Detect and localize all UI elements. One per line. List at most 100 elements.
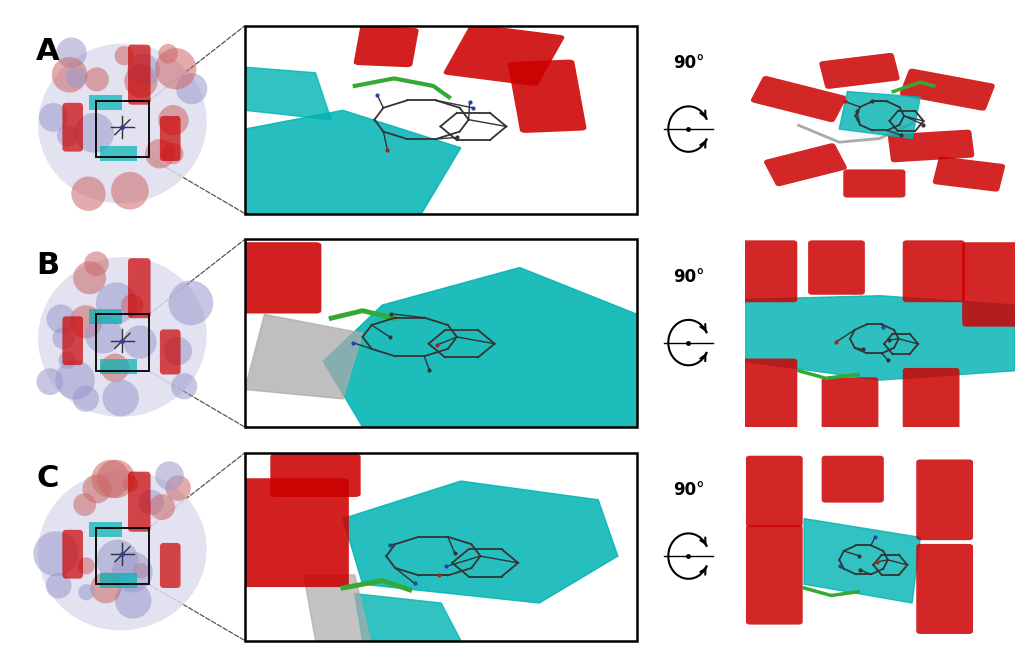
Circle shape (124, 64, 158, 98)
FancyBboxPatch shape (354, 26, 418, 67)
Circle shape (96, 283, 137, 324)
Circle shape (122, 476, 139, 492)
FancyBboxPatch shape (745, 525, 802, 624)
FancyBboxPatch shape (750, 76, 846, 122)
FancyBboxPatch shape (821, 455, 882, 503)
Circle shape (83, 474, 111, 503)
Bar (89, 522, 122, 537)
Circle shape (155, 461, 183, 490)
Circle shape (77, 557, 95, 575)
Circle shape (145, 139, 174, 168)
Polygon shape (342, 481, 618, 603)
Bar (100, 146, 138, 161)
Polygon shape (245, 110, 461, 214)
Circle shape (52, 57, 88, 93)
FancyBboxPatch shape (238, 242, 321, 314)
FancyBboxPatch shape (740, 358, 797, 430)
Ellipse shape (832, 88, 926, 144)
Polygon shape (744, 296, 1014, 380)
Polygon shape (304, 575, 370, 641)
Circle shape (39, 103, 67, 132)
Polygon shape (839, 91, 919, 138)
FancyBboxPatch shape (238, 478, 348, 587)
FancyBboxPatch shape (888, 129, 973, 162)
Circle shape (65, 67, 87, 88)
Circle shape (92, 460, 129, 498)
Circle shape (158, 44, 177, 63)
Circle shape (162, 143, 183, 164)
FancyBboxPatch shape (507, 60, 586, 133)
FancyBboxPatch shape (818, 53, 899, 89)
Ellipse shape (38, 43, 207, 203)
Circle shape (72, 386, 99, 412)
Bar (96, 528, 149, 584)
Circle shape (78, 584, 95, 600)
Circle shape (155, 48, 197, 89)
Circle shape (74, 113, 114, 153)
Circle shape (58, 351, 76, 369)
FancyBboxPatch shape (931, 157, 1004, 192)
Text: 90°: 90° (673, 268, 703, 286)
Circle shape (55, 360, 95, 400)
Bar (89, 95, 122, 110)
FancyBboxPatch shape (961, 242, 1018, 327)
Circle shape (164, 337, 192, 365)
Polygon shape (355, 594, 461, 641)
Circle shape (97, 540, 139, 582)
FancyBboxPatch shape (915, 459, 972, 540)
FancyBboxPatch shape (160, 329, 180, 375)
Circle shape (46, 573, 71, 598)
FancyBboxPatch shape (902, 368, 959, 430)
FancyBboxPatch shape (62, 316, 83, 365)
Circle shape (121, 294, 143, 316)
Polygon shape (245, 314, 363, 399)
Ellipse shape (38, 257, 207, 417)
Text: 90°: 90° (673, 54, 703, 72)
Circle shape (69, 305, 102, 338)
FancyBboxPatch shape (902, 240, 964, 302)
FancyBboxPatch shape (128, 258, 151, 318)
Circle shape (47, 305, 75, 333)
Circle shape (168, 281, 213, 325)
Circle shape (97, 460, 136, 498)
FancyBboxPatch shape (745, 455, 802, 527)
Circle shape (165, 476, 191, 501)
Circle shape (115, 582, 151, 619)
FancyBboxPatch shape (160, 543, 180, 588)
Circle shape (102, 380, 139, 416)
Ellipse shape (38, 470, 207, 630)
FancyBboxPatch shape (763, 143, 846, 186)
Circle shape (52, 327, 74, 349)
Polygon shape (803, 519, 919, 603)
Circle shape (37, 368, 63, 395)
Circle shape (133, 563, 149, 578)
FancyBboxPatch shape (843, 170, 905, 197)
Text: C: C (36, 464, 58, 493)
FancyBboxPatch shape (270, 454, 361, 497)
Circle shape (73, 493, 96, 516)
Circle shape (139, 490, 164, 515)
Circle shape (71, 177, 106, 211)
FancyBboxPatch shape (128, 472, 151, 532)
FancyBboxPatch shape (807, 240, 864, 295)
Circle shape (123, 325, 156, 358)
FancyBboxPatch shape (821, 377, 877, 430)
Bar (96, 314, 149, 371)
Text: 90°: 90° (673, 481, 703, 499)
FancyBboxPatch shape (128, 45, 151, 105)
FancyBboxPatch shape (160, 116, 180, 161)
Circle shape (111, 172, 149, 210)
Circle shape (84, 252, 109, 276)
Circle shape (91, 573, 121, 604)
FancyBboxPatch shape (915, 544, 972, 634)
Circle shape (171, 373, 197, 399)
FancyBboxPatch shape (62, 103, 83, 151)
Text: B: B (36, 250, 59, 280)
Text: A: A (36, 37, 60, 66)
FancyBboxPatch shape (899, 69, 994, 111)
Bar (100, 573, 138, 588)
Circle shape (114, 46, 133, 65)
Circle shape (57, 125, 77, 146)
FancyBboxPatch shape (62, 530, 83, 578)
Circle shape (176, 73, 207, 104)
